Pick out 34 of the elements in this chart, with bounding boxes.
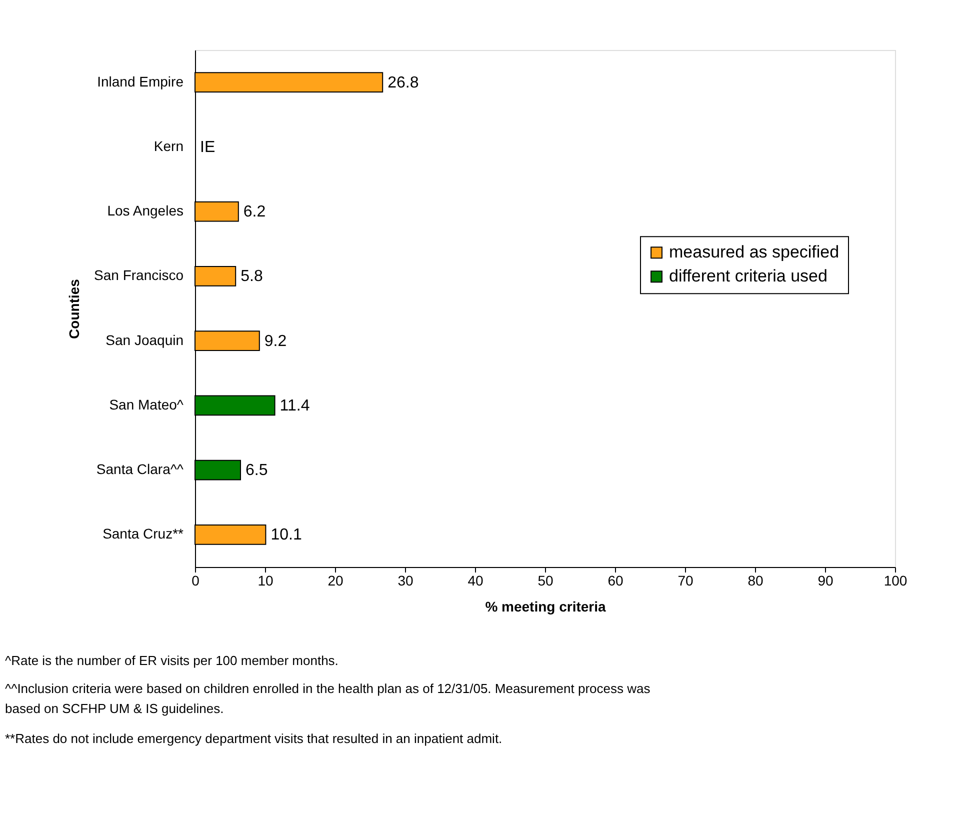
data-label: 6.5 — [246, 462, 268, 480]
x-tick-label: 80 — [748, 572, 764, 588]
legend-label: different criteria used — [669, 266, 828, 286]
text: ^Rate is the number of ER visits per 100 member months. — [5, 653, 338, 668]
y-tick-label: Santa Cruz** — [102, 526, 184, 542]
y-tick-label: Inland Empire — [97, 73, 184, 90]
data-label: 5.8 — [240, 268, 263, 286]
x-tick-label: 30 — [398, 572, 414, 588]
x-tick-label: 10 — [258, 572, 274, 588]
y-tick-label: Santa Clara^^ — [96, 461, 184, 478]
text: IE — [200, 138, 216, 156]
x-axis-title: % meeting criteria — [485, 598, 606, 614]
x-tick-label: 60 — [608, 572, 624, 588]
legend-label: measured as specified — [669, 242, 840, 262]
text: **Rates do not include emergency department visits that resulted in an inpatient admit. — [5, 731, 502, 746]
y-tick-label: Los Angeles — [107, 202, 184, 219]
x-tick-label: 40 — [468, 572, 484, 588]
y-axis-title: Counties — [66, 278, 82, 339]
y-tick-label: Kern — [154, 138, 184, 154]
data-label: 9.2 — [264, 332, 287, 350]
y-tick-label: San Francisco — [94, 267, 184, 284]
y-tick-label: San Mateo^ — [109, 396, 184, 412]
x-tick-label: 50 — [538, 572, 554, 588]
text: ^^Inclusion criteria were based on children enrolled in the health plan as of 12/31/05. Measurement process was based on SCFHP UM & IS guidelines. — [5, 681, 651, 716]
x-tick-label: 0 — [192, 572, 200, 588]
y-tick-label: San Joaquin — [106, 332, 184, 348]
data-label: 11.4 — [280, 397, 310, 414]
data-label: 26.8 — [388, 74, 419, 92]
data-label: 10.1 — [270, 526, 302, 544]
x-tick-label: 20 — [328, 572, 344, 588]
x-tick-label: 100 — [884, 572, 908, 588]
data-label: 6.2 — [243, 204, 266, 221]
x-tick-label: 90 — [818, 572, 834, 588]
x-tick-label: 70 — [678, 572, 694, 588]
